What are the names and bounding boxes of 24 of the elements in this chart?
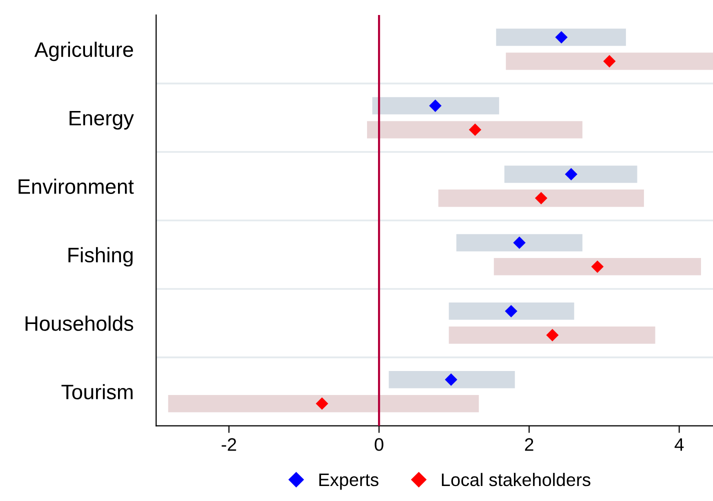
bar — [168, 394, 479, 412]
x-tick-label: 4 — [674, 438, 684, 451]
legend-label: Local stakeholders — [442, 472, 590, 486]
bar — [388, 371, 515, 388]
bar — [438, 190, 644, 207]
x-tick-label: 2 — [525, 438, 534, 451]
bar — [448, 302, 574, 320]
y-tick-label: Tourism — [61, 384, 133, 400]
y-tick-label: Agriculture — [34, 42, 134, 62]
bar — [448, 326, 656, 344]
x-tick-label: 0 — [374, 438, 384, 451]
y-tick-label: Fishing — [68, 247, 133, 267]
bar — [456, 234, 582, 252]
y-tick-label: Households — [26, 316, 134, 331]
x-tick-label: -2 — [222, 438, 236, 451]
bar — [494, 258, 701, 276]
legend-label: Experts — [319, 474, 378, 490]
bar — [506, 52, 713, 70]
bar — [372, 97, 500, 114]
bar — [367, 121, 582, 138]
y-tick-label: Environment — [18, 178, 134, 194]
y-tick-label: Energy — [70, 110, 134, 130]
bar — [496, 28, 626, 46]
bar — [504, 166, 638, 183]
